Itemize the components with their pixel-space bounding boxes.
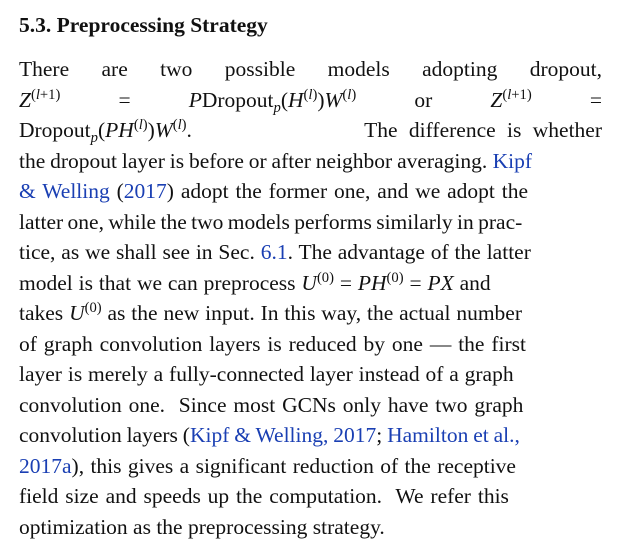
text-line: field size and speeds up the computation…	[19, 484, 509, 508]
text-line: latter one, while the two models perform…	[19, 209, 523, 234]
citation-link[interactable]: Kipf & Welling, 2017	[189, 423, 377, 447]
paper-page: 5.3. Preprocessing Strategy There are tw…	[19, 10, 602, 542]
text-line: takes U(0) as the new input. In this way…	[19, 299, 522, 325]
text-line: optimization as the preprocessing strate…	[19, 514, 385, 539]
math-expression: PDropoutp(H(l))W(l)	[188, 86, 357, 116]
text-line: layer is merely a fully-connected layer …	[19, 362, 514, 386]
text-line: There are two possible models adopting d…	[19, 57, 602, 81]
citation-link[interactable]: Hamilton et al.,	[387, 423, 520, 447]
math-u0: U(0)	[69, 299, 102, 325]
math-equals-2: =	[589, 87, 602, 112]
text-line: tice, as we shall see in Sec. 6.1. The a…	[19, 240, 531, 264]
text-line: the dropout layer is before or after nei…	[19, 148, 533, 173]
section-ref-link[interactable]: 6.1	[260, 240, 288, 264]
text-line: 2017a), this gives a significant reducti…	[19, 453, 516, 478]
math-expression-2: Dropoutp(PH(l))W(l).	[19, 116, 192, 147]
citation-link[interactable]: Kipf	[492, 148, 533, 173]
text-line: convolution one. Since most GCNs only ha…	[19, 392, 524, 417]
section-title: Preprocessing Strategy	[56, 13, 268, 37]
text-line: Dropoutp(PH(l))W(l). The difference is w…	[19, 116, 602, 147]
text-line: of graph convolution layers is reduced b…	[19, 331, 526, 356]
body-paragraph: There are two possible models adopting d…	[19, 54, 602, 542]
math-preprocess: U(0) = PH(0) = PX	[301, 269, 454, 295]
citation-year-link[interactable]: 2017	[123, 179, 167, 203]
text-line: & Welling (2017) adopt the former one, a…	[19, 179, 529, 203]
section-number: 5.3.	[19, 13, 52, 37]
math-z-2: Z(l+1)	[490, 86, 532, 112]
text-line: model is that we can preprocess U(0) = P…	[19, 269, 491, 295]
math-z: Z(l+1)	[19, 86, 61, 112]
equation-line: Z(l+1) = PDropoutp(H(l))W(l) or Z(l+1) =	[19, 85, 602, 116]
text-line: convolution layers (Kipf & Welling, 2017…	[19, 423, 520, 447]
math-equals: =	[118, 87, 131, 112]
citation-link[interactable]: & Welling	[19, 179, 110, 203]
section-heading: 5.3. Preprocessing Strategy	[19, 10, 602, 40]
citation-year-link[interactable]: 2017a	[19, 453, 72, 478]
or-word: or	[414, 87, 433, 112]
